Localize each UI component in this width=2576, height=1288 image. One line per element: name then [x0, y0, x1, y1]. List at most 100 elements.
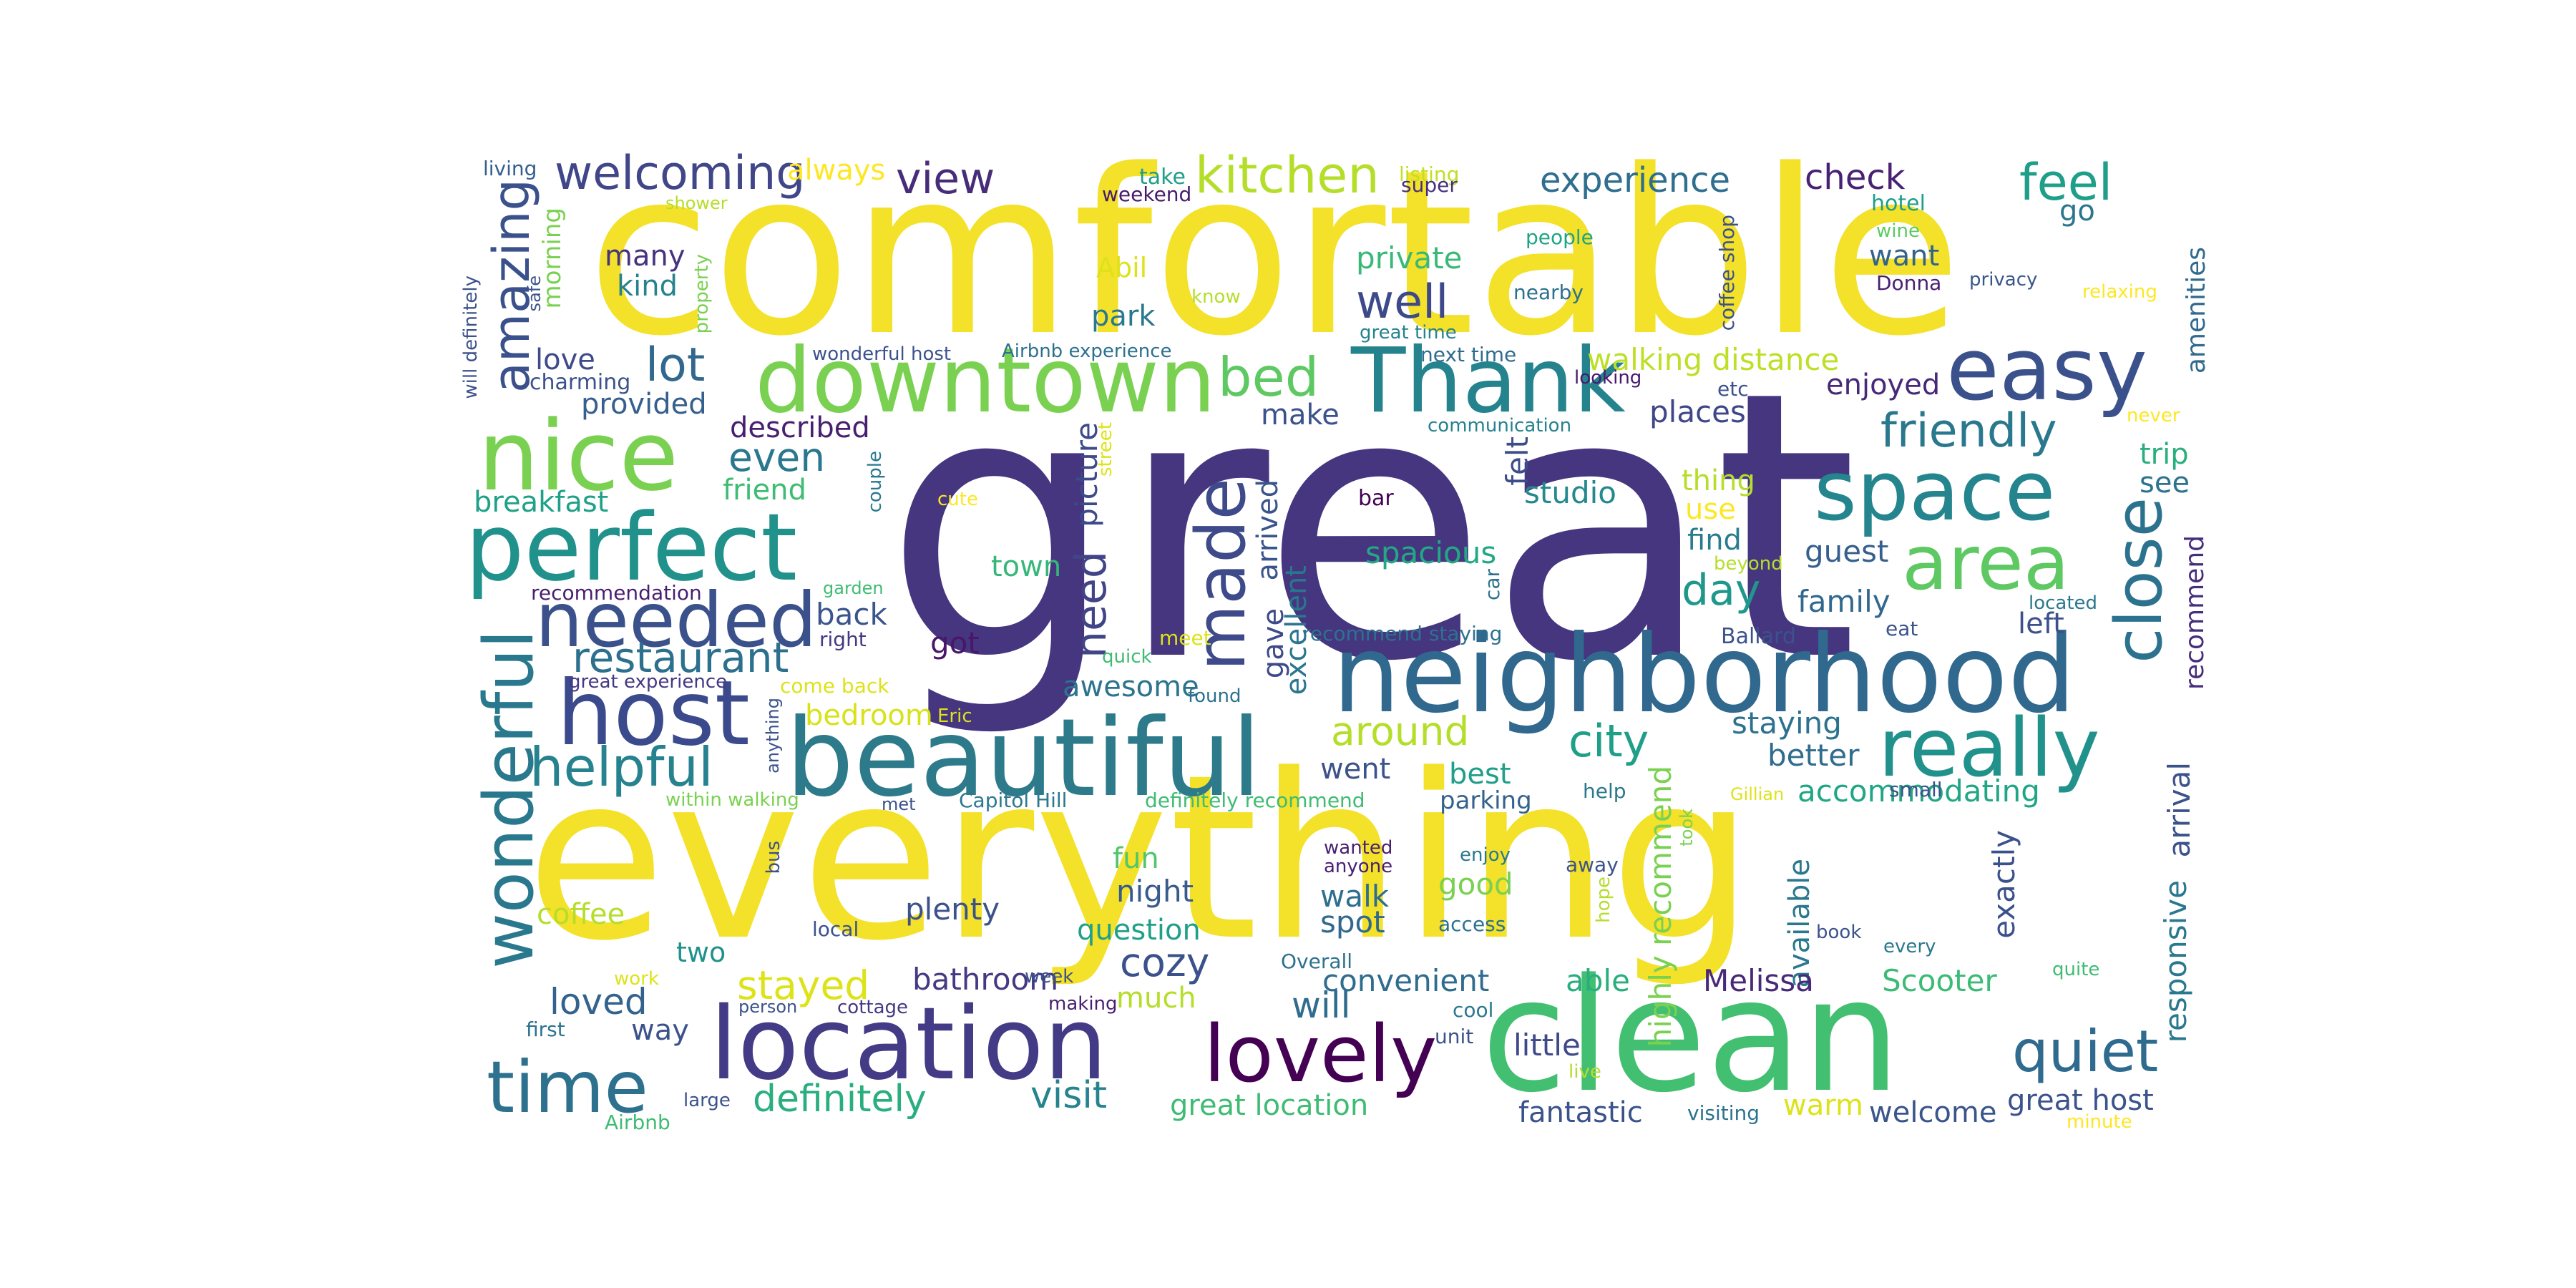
word: area — [1902, 519, 2070, 607]
word: able — [1566, 963, 1630, 998]
word: Airbnb experience — [1002, 341, 1172, 362]
word: best — [1449, 758, 1511, 791]
word: friend — [723, 474, 806, 507]
word: left — [2018, 608, 2064, 640]
word: convenient — [1322, 963, 1490, 998]
word: definitely — [753, 1078, 927, 1121]
word: cool — [1453, 998, 1494, 1022]
word: located — [2029, 592, 2098, 614]
word: Abil — [1096, 252, 1148, 283]
word: experience — [1540, 160, 1731, 200]
word: cottage — [837, 997, 909, 1018]
word: got — [930, 625, 980, 660]
word: arrival — [2162, 762, 2197, 858]
word: coffee shop — [1715, 215, 1739, 331]
word: Capitol Hill — [959, 789, 1068, 812]
word: really — [1878, 702, 2100, 795]
word: lot — [645, 338, 706, 392]
word: Melissa — [1703, 963, 1814, 998]
word: space — [1814, 444, 2056, 540]
word: away — [1566, 853, 1619, 877]
word: next time — [1420, 343, 1517, 366]
word: view — [896, 154, 995, 204]
word: people — [1526, 225, 1594, 249]
word: quite — [2052, 959, 2100, 980]
word: charming — [530, 370, 631, 395]
word: eat — [1885, 617, 1918, 640]
word: couple — [864, 451, 886, 513]
word: bed — [1218, 346, 1319, 409]
word: well — [1356, 275, 1449, 329]
word: warm — [1783, 1089, 1863, 1122]
word: Gillian — [1730, 784, 1785, 804]
word: park — [1091, 300, 1156, 333]
word: make — [1261, 399, 1340, 431]
word: spacious — [1365, 535, 1497, 570]
word: day — [1682, 565, 1761, 615]
word: wonderful — [470, 630, 549, 969]
word: bathroom — [912, 962, 1059, 997]
word: weekend — [1102, 182, 1192, 206]
word: fun — [1113, 842, 1159, 875]
word: shower — [665, 193, 728, 213]
word: beautiful — [786, 696, 1262, 821]
word: Airbnb — [605, 1111, 670, 1134]
word: wonderful host — [812, 343, 952, 365]
word: downtown — [755, 329, 1216, 433]
word: Eric — [937, 706, 972, 727]
word: way — [631, 1014, 689, 1047]
word: arrived — [1252, 479, 1284, 581]
word: person — [738, 997, 798, 1017]
word: privacy — [1969, 269, 2038, 291]
word: always — [787, 154, 886, 187]
word: described — [730, 411, 870, 444]
word: Overall — [1281, 950, 1353, 973]
word: night — [1116, 874, 1194, 909]
word: never — [2127, 405, 2180, 426]
word: local — [812, 917, 859, 941]
word: feel — [2019, 153, 2113, 212]
word: want — [1869, 240, 1940, 273]
word: know — [1191, 286, 1241, 308]
word: city — [1568, 715, 1649, 767]
word: felt — [1500, 436, 1535, 486]
word: kitchen — [1195, 146, 1380, 205]
word: bedroom — [805, 699, 933, 732]
word: private — [1356, 240, 1463, 275]
word: helpful — [530, 736, 713, 799]
word: responsive — [2158, 880, 2193, 1043]
word: every — [1883, 936, 1936, 957]
word: fantastic — [1518, 1096, 1643, 1129]
word: host — [557, 662, 750, 766]
word: large — [683, 1090, 731, 1111]
word: awesome — [1063, 670, 1199, 703]
word: exactly — [1986, 830, 2021, 939]
word: accommodating — [1797, 774, 2040, 809]
word: wine — [1876, 220, 1920, 242]
word: many — [605, 240, 686, 273]
word: great location — [1170, 1089, 1369, 1122]
word: quick — [1102, 646, 1152, 668]
word: coffee — [537, 898, 625, 931]
word: trip — [2140, 438, 2189, 471]
word: places — [1649, 394, 1746, 429]
word: safe — [525, 275, 545, 312]
word: car — [1480, 569, 1504, 601]
word: neighborhood — [1332, 613, 2077, 737]
word: plenty — [905, 892, 1000, 927]
word: check — [1805, 157, 1906, 197]
word: took — [1677, 809, 1697, 847]
word: love — [535, 343, 595, 376]
word: great time — [1360, 322, 1457, 343]
word: family — [1797, 584, 1890, 619]
word: go — [2059, 195, 2095, 228]
word: recommend — [2180, 535, 2210, 690]
word: everything — [526, 726, 1755, 990]
word: comfortable — [587, 121, 1962, 386]
word: anything — [763, 698, 783, 774]
word: welcome — [1869, 1096, 1997, 1129]
word: great host — [2007, 1084, 2154, 1117]
word: meet — [1159, 626, 1211, 650]
word: work — [614, 968, 659, 990]
